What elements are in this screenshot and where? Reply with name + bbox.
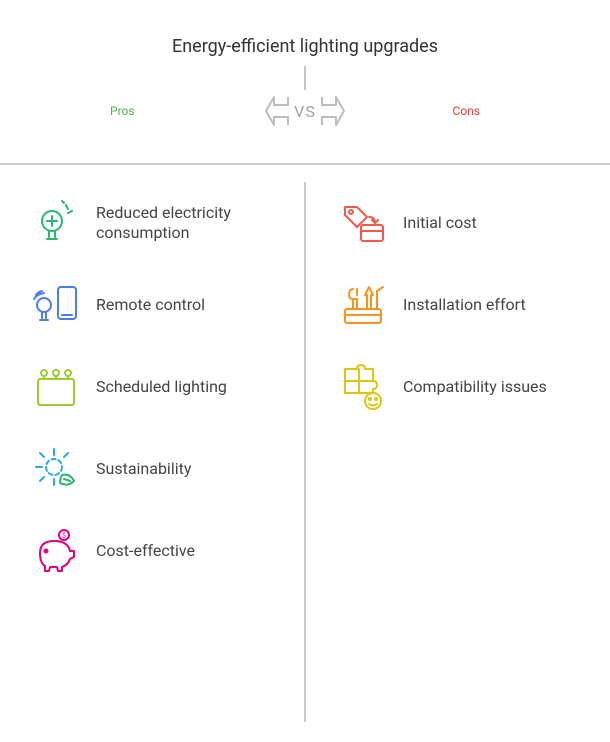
sun-leaf-icon (32, 445, 80, 493)
page-title: Energy-efficient lighting upgrades (0, 36, 610, 57)
bulb-phone-icon (32, 281, 80, 329)
list-item: Initial cost (339, 199, 590, 247)
puzzle-face-icon (339, 363, 387, 411)
list-item: $ Cost-effective (32, 527, 285, 575)
comparison-infographic: Energy-efficient lighting upgrades Pros … (0, 0, 610, 742)
divider-vertical (304, 182, 306, 722)
list-item: Sustainability (32, 445, 285, 493)
svg-text:$: $ (62, 532, 66, 540)
cons-column: Initial cost Installation effort (305, 199, 610, 609)
item-label: Scheduled lighting (96, 377, 227, 397)
item-label: Installation effort (403, 295, 526, 315)
item-label: Remote control (96, 295, 205, 315)
toolbox-icon (339, 281, 387, 329)
calendar-lights-icon (32, 363, 80, 411)
pros-column: Reduced electricity consumption Remote c… (0, 199, 305, 609)
arrow-right-icon (320, 93, 346, 129)
list-item: Installation effort (339, 281, 590, 329)
piggy-bank-icon: $ (32, 527, 80, 575)
cons-header-label: Cons (453, 104, 480, 118)
list-item: Remote control (32, 281, 285, 329)
item-label: Compatibility issues (403, 377, 547, 397)
price-tag-card-icon (339, 199, 387, 247)
item-label: Cost-effective (96, 541, 195, 561)
pros-header-label: Pros (110, 104, 135, 118)
list-item: Scheduled lighting (32, 363, 285, 411)
vs-label: VS (292, 102, 318, 121)
item-label: Sustainability (96, 459, 191, 479)
arrow-left-icon (264, 93, 290, 129)
list-item: Reduced electricity consumption (32, 199, 285, 247)
list-item: Compatibility issues (339, 363, 590, 411)
header-row: Pros VS Cons (0, 75, 610, 147)
item-label: Reduced electricity consumption (96, 203, 285, 243)
vs-badge: VS (264, 93, 346, 129)
item-label: Initial cost (403, 213, 477, 233)
bulb-spark-icon (32, 199, 80, 247)
